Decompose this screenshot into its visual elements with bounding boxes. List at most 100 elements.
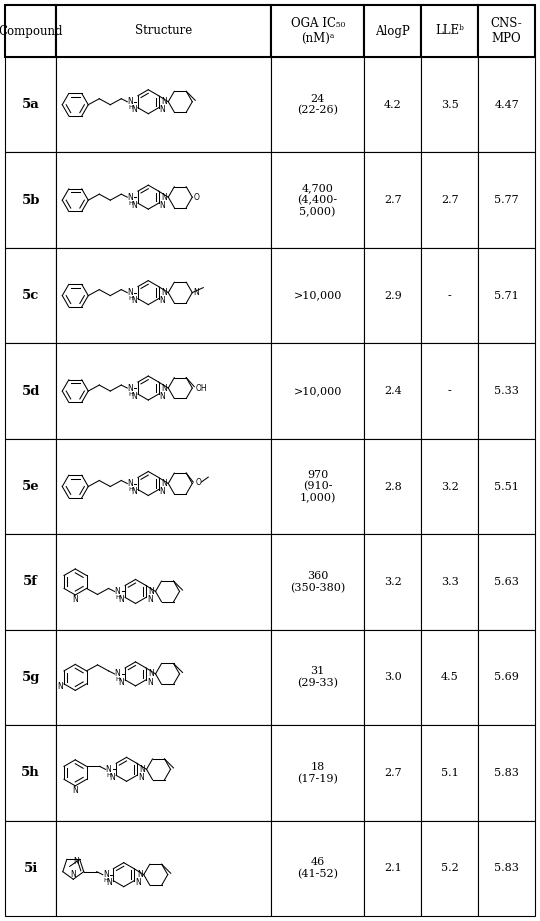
Text: N: N xyxy=(160,297,165,306)
Bar xyxy=(364,57,421,153)
Text: N: N xyxy=(147,678,153,687)
Bar xyxy=(271,821,364,916)
Text: N: N xyxy=(131,106,137,114)
Bar xyxy=(56,438,271,534)
Bar xyxy=(5,534,56,630)
Bar xyxy=(478,438,535,534)
Text: 3.5: 3.5 xyxy=(441,99,458,110)
Text: N: N xyxy=(103,870,109,880)
Text: N: N xyxy=(137,870,143,880)
Bar xyxy=(56,248,271,344)
Text: N: N xyxy=(161,192,167,202)
Bar xyxy=(56,534,271,630)
Text: H: H xyxy=(115,595,120,600)
Text: N: N xyxy=(106,764,111,774)
Text: AlogP: AlogP xyxy=(375,25,410,38)
Text: 5.2: 5.2 xyxy=(441,863,458,873)
Bar xyxy=(421,153,478,248)
Text: 5.71: 5.71 xyxy=(494,291,519,300)
Text: Compound: Compound xyxy=(0,25,63,38)
Text: 5h: 5h xyxy=(21,766,40,779)
Bar xyxy=(5,153,56,248)
Text: N: N xyxy=(73,857,79,866)
Bar xyxy=(56,344,271,438)
Text: N: N xyxy=(160,487,165,496)
Text: N: N xyxy=(135,879,141,888)
Text: N: N xyxy=(148,587,154,596)
Bar xyxy=(421,630,478,725)
Text: O: O xyxy=(195,478,201,486)
Text: N: N xyxy=(161,383,167,392)
Bar xyxy=(5,344,56,438)
Text: N: N xyxy=(161,479,167,488)
Text: N: N xyxy=(127,288,133,297)
Bar xyxy=(5,630,56,725)
Text: 2.8: 2.8 xyxy=(384,482,402,492)
Text: N: N xyxy=(160,106,165,114)
Bar xyxy=(56,630,271,725)
Text: 2.7: 2.7 xyxy=(384,768,402,778)
Text: >10,000: >10,000 xyxy=(293,291,342,300)
Text: 3.2: 3.2 xyxy=(441,482,458,492)
Text: 3.3: 3.3 xyxy=(441,577,458,587)
Text: 5.51: 5.51 xyxy=(494,482,519,492)
Text: 5b: 5b xyxy=(22,193,40,206)
Text: N: N xyxy=(127,479,133,488)
Text: 5d: 5d xyxy=(22,385,40,398)
Text: N: N xyxy=(127,98,133,106)
Text: -: - xyxy=(448,386,451,396)
Text: H: H xyxy=(128,201,133,205)
Text: O: O xyxy=(193,192,199,202)
Bar xyxy=(271,725,364,821)
Bar xyxy=(271,5,364,57)
Text: N: N xyxy=(118,595,124,604)
Bar xyxy=(271,57,364,153)
Bar xyxy=(364,153,421,248)
Text: 4.5: 4.5 xyxy=(441,672,458,682)
Text: H: H xyxy=(103,879,108,883)
Text: 3.2: 3.2 xyxy=(384,577,402,587)
Text: N: N xyxy=(127,192,133,202)
Bar xyxy=(421,438,478,534)
Bar xyxy=(364,725,421,821)
Text: 3.0: 3.0 xyxy=(384,672,402,682)
Text: N: N xyxy=(131,391,137,401)
Text: N: N xyxy=(131,487,137,496)
Text: OGA IC₅₀
(nM)ᵃ: OGA IC₅₀ (nM)ᵃ xyxy=(291,17,345,45)
Text: OH: OH xyxy=(195,384,207,393)
Text: H: H xyxy=(128,487,133,492)
Text: N: N xyxy=(72,786,78,795)
Text: N: N xyxy=(161,288,167,297)
Bar xyxy=(364,344,421,438)
Bar xyxy=(478,630,535,725)
Text: 46
(41-52): 46 (41-52) xyxy=(297,857,338,880)
Bar xyxy=(271,438,364,534)
Text: H: H xyxy=(128,391,133,397)
Text: >10,000: >10,000 xyxy=(293,386,342,396)
Text: 970
(910-
1,000): 970 (910- 1,000) xyxy=(300,470,336,504)
Bar xyxy=(421,248,478,344)
Text: 5e: 5e xyxy=(22,480,39,493)
Text: -: - xyxy=(448,291,451,300)
Text: 2.4: 2.4 xyxy=(384,386,402,396)
Text: N: N xyxy=(114,670,120,679)
Text: N: N xyxy=(57,682,63,691)
Text: 5.77: 5.77 xyxy=(494,195,519,205)
Bar xyxy=(421,5,478,57)
Bar xyxy=(364,248,421,344)
Bar xyxy=(56,725,271,821)
Text: CNS-
MPO: CNS- MPO xyxy=(491,17,523,45)
Text: 4.2: 4.2 xyxy=(384,99,402,110)
Text: 360
(350-380): 360 (350-380) xyxy=(290,571,345,593)
Bar xyxy=(56,153,271,248)
Text: H: H xyxy=(106,773,111,778)
Bar xyxy=(478,725,535,821)
Bar xyxy=(5,821,56,916)
Text: 2.7: 2.7 xyxy=(384,195,402,205)
Text: 24
(22-26): 24 (22-26) xyxy=(297,94,338,116)
Bar xyxy=(5,725,56,821)
Bar xyxy=(364,821,421,916)
Bar xyxy=(271,534,364,630)
Text: N: N xyxy=(72,595,78,604)
Text: 18
(17-19): 18 (17-19) xyxy=(297,762,338,784)
